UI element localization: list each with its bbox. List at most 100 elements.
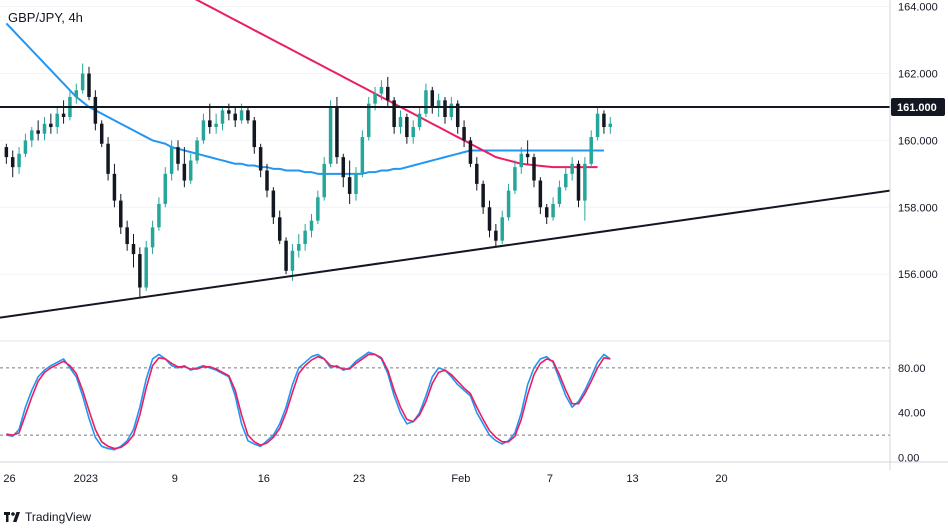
price-badge-label: 161.000 (897, 102, 937, 114)
candle (583, 157, 587, 221)
candle (112, 163, 117, 208)
candle (214, 113, 218, 134)
support-trendline (0, 189, 891, 319)
candle (80, 63, 85, 94)
candle (42, 117, 47, 141)
candle (93, 90, 98, 131)
candle (398, 110, 403, 134)
candle (322, 157, 326, 201)
candle (125, 220, 129, 251)
candle (119, 193, 123, 235)
price-tick-label: 162.000 (898, 69, 938, 81)
candle (10, 150, 15, 178)
candle (468, 137, 473, 168)
candle (462, 120, 466, 148)
candle (201, 113, 206, 144)
candle (17, 147, 21, 174)
price-tick-label: 158.000 (898, 202, 938, 214)
candle (513, 160, 517, 194)
time-tick-label: 26 (3, 473, 15, 485)
time-tick-label: 7 (547, 473, 553, 485)
candle (436, 93, 441, 118)
time-tick-label: 9 (172, 473, 178, 485)
candle (608, 117, 613, 134)
candle (284, 237, 288, 275)
candle (290, 244, 295, 281)
candle (405, 113, 409, 144)
candle (595, 106, 600, 141)
candle (265, 163, 269, 198)
stochastic-d-line (6, 353, 611, 450)
time-tick-label: Feb (451, 473, 470, 485)
candle (55, 106, 59, 134)
candle (252, 117, 257, 154)
price-axis[interactable]: 164.000 162.000 160.000 158.000 156.000 (898, 2, 938, 281)
candle (506, 183, 511, 221)
candle (411, 120, 415, 144)
candle (246, 106, 250, 124)
candle (157, 197, 161, 231)
candle (417, 106, 422, 131)
time-tick-label: 13 (626, 473, 638, 485)
candle (494, 223, 498, 248)
candle (309, 213, 314, 238)
time-tick-label: 2023 (74, 473, 98, 485)
candle (328, 100, 333, 168)
stochastic-tick-label: 40.00 (898, 408, 926, 420)
candle (487, 200, 492, 238)
candle (341, 153, 346, 188)
candle (163, 167, 168, 208)
candle (449, 96, 454, 121)
tradingview-logo[interactable]: TradingView (4, 510, 91, 524)
candle (131, 234, 136, 268)
candle (74, 83, 79, 104)
candle (443, 96, 447, 124)
candle (150, 220, 155, 255)
candle (430, 86, 435, 114)
candle (277, 210, 282, 245)
candle (303, 223, 307, 251)
chart-title: GBP/JPY, 4h (8, 10, 83, 25)
candle (564, 167, 568, 191)
candle (169, 140, 174, 181)
candle (538, 177, 543, 214)
price-tick-label: 160.000 (898, 135, 938, 147)
candle (475, 157, 479, 191)
candle (68, 90, 72, 121)
candle (233, 106, 237, 128)
candle (392, 96, 396, 134)
candle (602, 110, 606, 134)
price-tick-label: 156.000 (898, 269, 938, 281)
candle (176, 140, 180, 171)
candle (379, 80, 384, 101)
stochastic-tick-label: 0.00 (898, 453, 919, 465)
candle (366, 96, 371, 141)
candle (61, 100, 66, 124)
candle (144, 240, 148, 291)
candle (335, 96, 339, 164)
time-axis[interactable]: 26 2023 9 16 23 Feb 7 13 20 (3, 473, 727, 485)
tradingview-brand: TradingView (25, 510, 92, 524)
candle (208, 103, 212, 134)
candle (576, 160, 581, 208)
candle (525, 140, 530, 164)
candle (220, 106, 225, 131)
time-tick-label: 20 (715, 473, 727, 485)
candle (557, 180, 562, 208)
price-pane (0, 0, 891, 319)
candle (354, 167, 358, 201)
candle (36, 120, 40, 141)
fast-moving-average-line (5, 22, 604, 175)
candle (532, 153, 536, 188)
candle (424, 83, 428, 118)
candle (4, 143, 9, 164)
candle (316, 190, 320, 224)
candle (188, 153, 193, 184)
candle (347, 160, 352, 204)
candle (271, 187, 276, 224)
candle (258, 143, 263, 178)
stochastic-k-line (6, 351, 611, 451)
candle (182, 147, 187, 188)
stochastic-axis[interactable]: 80.00 40.00 0.00 (898, 363, 926, 465)
